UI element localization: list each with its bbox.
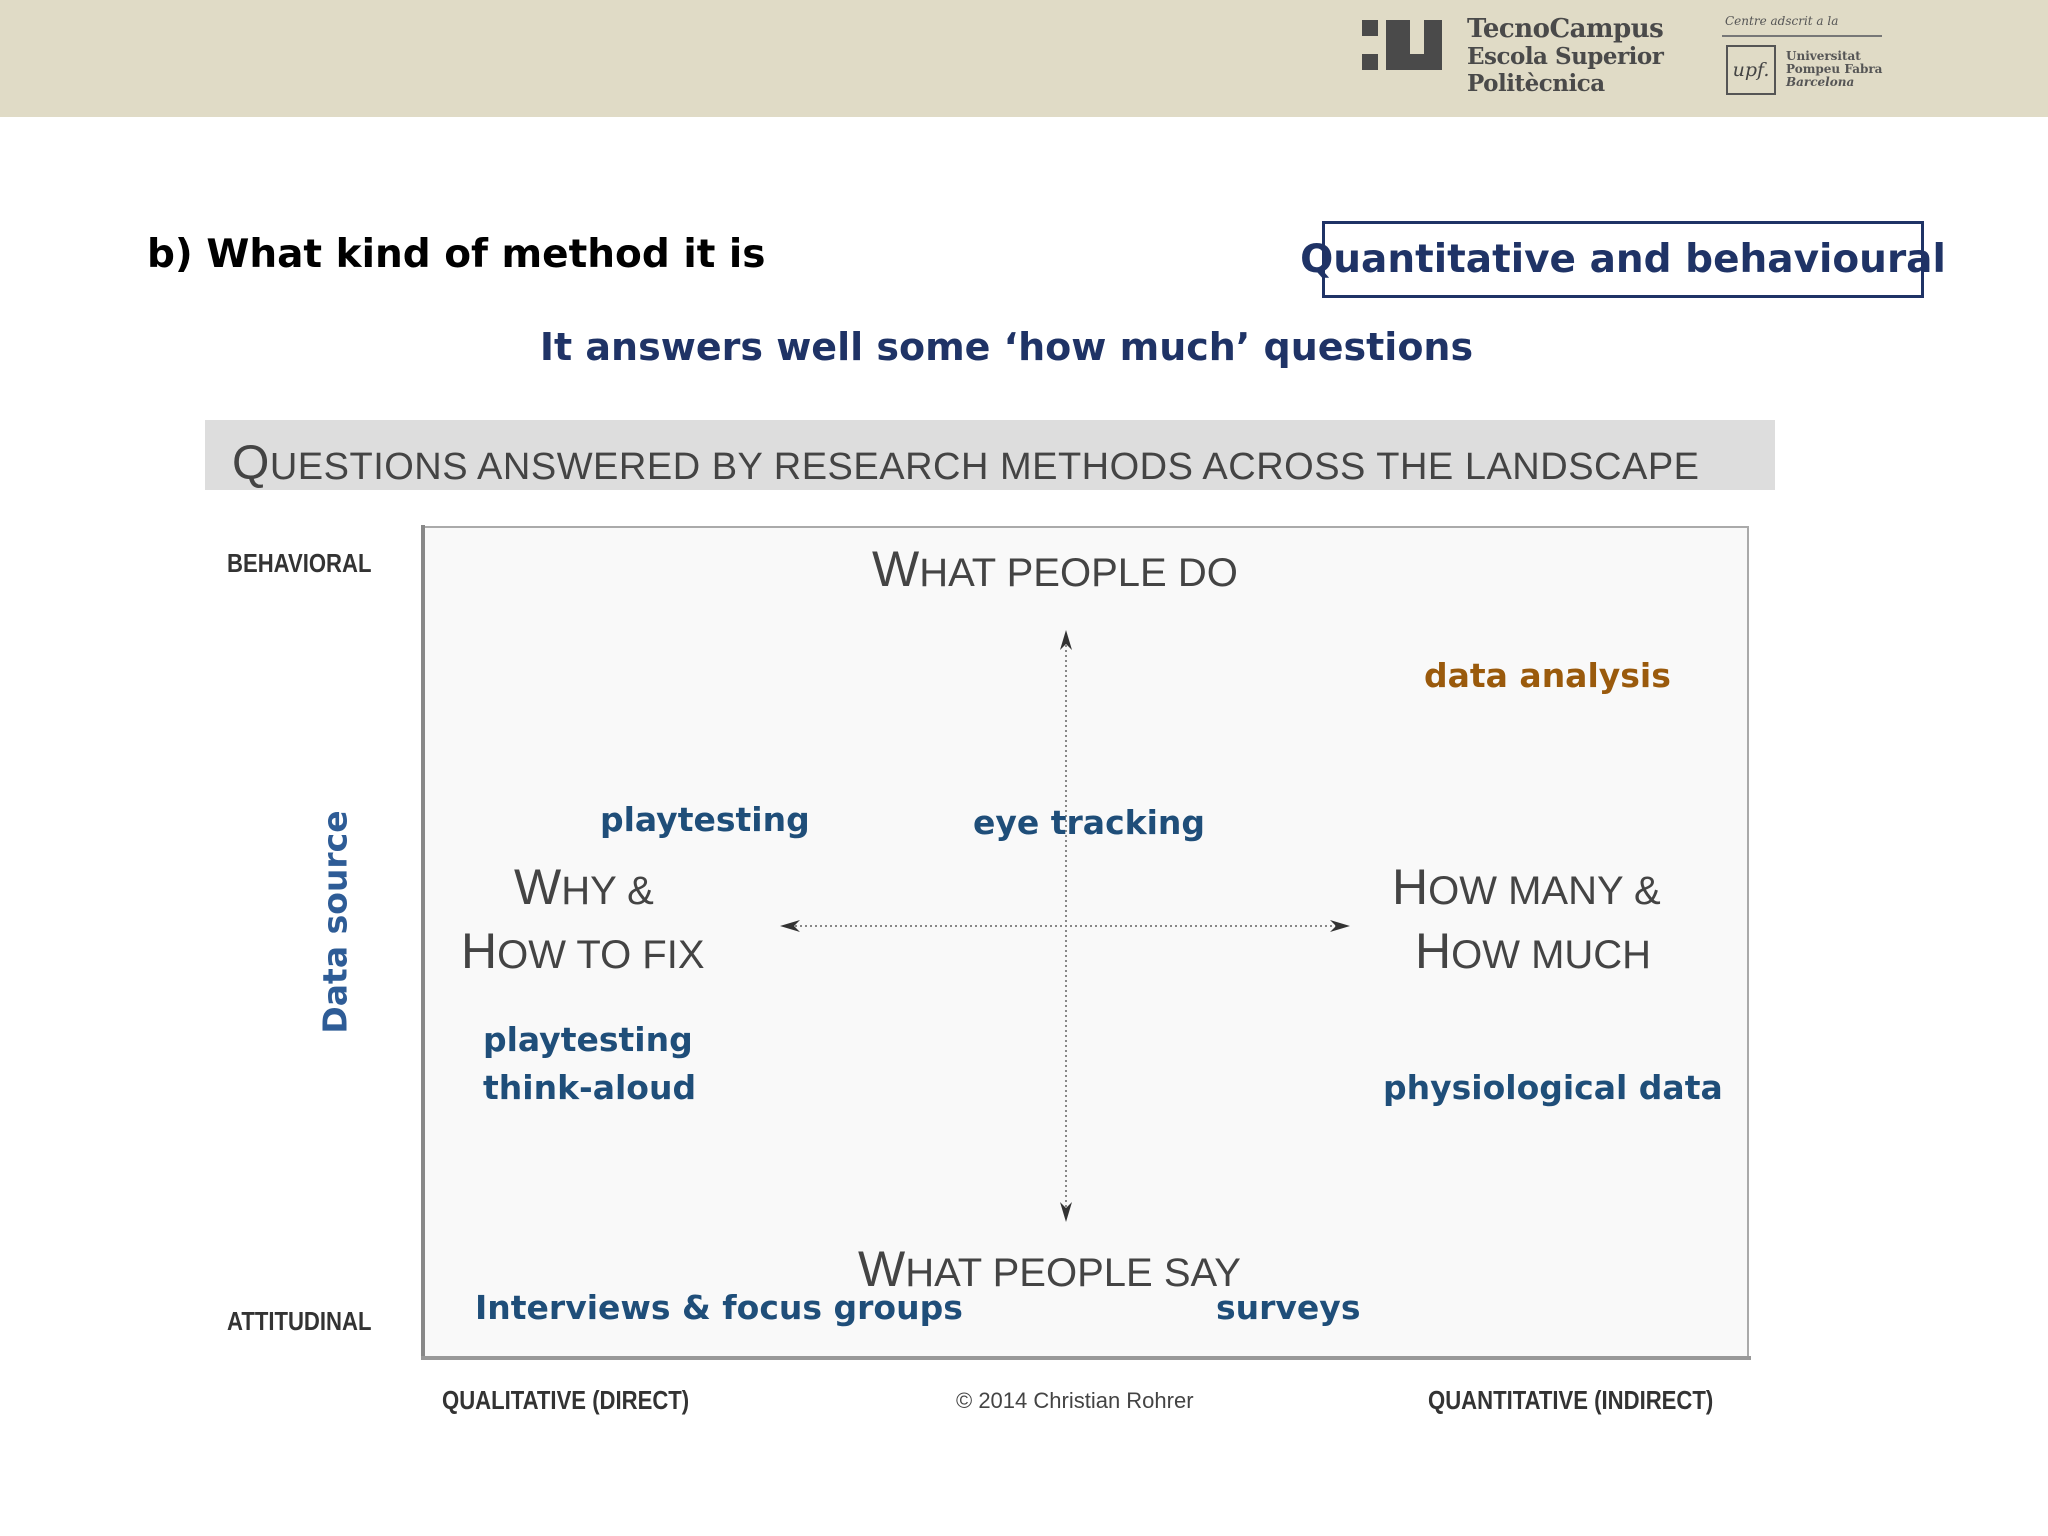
caption-left-2-rest: OW TO FIX [497,933,705,977]
caption-left-1-initial: W [514,859,562,915]
arrow-up-icon [1060,630,1072,650]
upf-divider [1722,35,1882,37]
arrow-left-icon [780,920,800,932]
method-eye-tracking: eye tracking [973,803,1206,842]
axis-label-qualitative: QUALITATIVE (DIRECT) [442,1385,690,1415]
upf-wordmark: Universitat Pompeu Fabra Barcelona [1786,50,1882,89]
method-interviews-focus-groups: Interviews & focus groups [475,1288,963,1327]
diagram-title-initial: Q [232,437,270,490]
upf-logo: upf. [1726,45,1776,95]
diagram-title-rest: UESTIONS ANSWERED BY RESEARCH METHODS AC… [269,446,1700,488]
tecnocampus-logo-icon [1362,20,1442,70]
method-playtesting-bottom: playtesting [483,1020,693,1059]
header-band [0,0,2048,117]
caption-left-2-initial: H [461,923,498,979]
landscape-plot-area [422,526,1749,1358]
brand-line-3: Politècnica [1467,70,1605,97]
diagram-banner [205,420,1775,490]
axis-label-quantitative: QUANTITATIVE (INDIRECT) [1428,1385,1714,1415]
caption-bottom-initial: W [858,1241,906,1297]
arrow-right-icon [1330,920,1350,932]
arrow-down-icon [1060,1202,1072,1222]
y-axis-title: Data source [315,810,355,1034]
caption-how-many-line-2: HOW MUCH [1415,922,1651,980]
axis-label-behavioral: BEHAVIORAL [227,548,372,578]
method-surveys: surveys [1216,1288,1361,1327]
caption-top-initial: W [872,541,920,597]
upf-line-2: Pompeu Fabra [1786,62,1883,76]
caption-right-2-initial: H [1415,923,1452,979]
caption-what-people-do: WHAT PEOPLE DO [872,540,1238,598]
method-playtesting-top: playtesting [600,800,810,839]
copyright-notice: © 2014 Christian Rohrer [956,1388,1194,1413]
method-data-analysis: data analysis [1424,656,1671,695]
upf-line-1: Universitat [1786,49,1861,63]
method-title: b) What kind of method it is [147,232,766,277]
upf-line-3: Barcelona [1786,75,1855,89]
method-type-box: Quantitative and behavioural [1300,221,1946,298]
tecnocampus-wordmark: TecnoCampus Escola Superior Politècnica [1467,14,1664,98]
method-think-aloud: think-aloud [483,1068,697,1107]
x-axis-line [421,1356,1751,1360]
method-physiological-data: physiological data [1383,1068,1723,1107]
caption-how-many-line-1: HOW MANY & [1392,858,1661,916]
axis-label-attitudinal: ATTITUDINAL [227,1306,372,1336]
caption-what-people-say: WHAT PEOPLE SAY [858,1240,1241,1298]
caption-right-1-rest: OW MANY & [1428,869,1661,913]
caption-right-1-initial: H [1392,859,1429,915]
subheading: It answers well some ‘how much’ question… [539,325,1474,369]
caption-why-line-1: WHY & [514,858,654,916]
caption-why-line-2: HOW TO FIX [461,922,705,980]
brand-line-1: TecnoCampus [1467,14,1664,44]
y-axis-line [421,525,425,1359]
caption-bottom-rest: HAT PEOPLE SAY [905,1251,1241,1295]
caption-left-1-rest: HY & [561,869,654,913]
upf-caption: Centre adscrit a la [1725,14,1839,28]
caption-top-rest: HAT PEOPLE DO [919,551,1238,595]
method-type-label: Quantitative and behavioural [1300,237,1946,282]
caption-right-2-rest: OW MUCH [1451,933,1652,977]
brand-line-2: Escola Superior [1467,43,1664,70]
diagram-title: QUESTIONS ANSWERED BY RESEARCH METHODS A… [232,436,1700,491]
